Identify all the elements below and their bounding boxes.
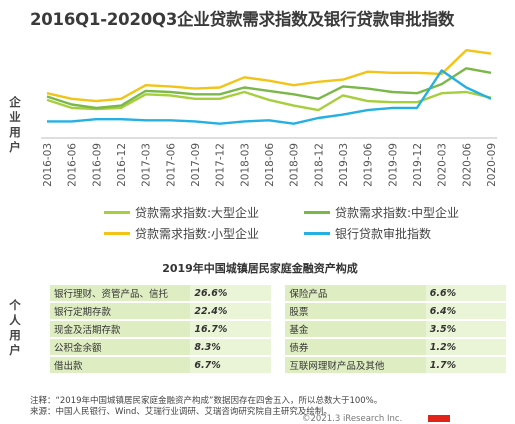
asset-label: 现金及活期存款 — [50, 321, 191, 337]
notes: 注释：“2019年中国城镇居民家庭金融资产构成”数据因存在四舍五入，所以总数大于… — [30, 396, 510, 418]
x-tick-label: 2016-12 — [116, 143, 128, 187]
asset-value: 1.2% — [425, 339, 506, 355]
series-line-3 — [47, 69, 492, 125]
legend-item-bank: 银行贷款审批指数 — [304, 225, 431, 242]
legend-swatch — [104, 232, 130, 235]
legend-swatch — [304, 211, 330, 214]
asset-label: 银行定期存款 — [50, 303, 191, 319]
table-row: 银行理财、资管产品、信托 26.6% 保险产品 6.6% — [50, 285, 506, 301]
asset-value: 26.6% — [190, 285, 271, 301]
legend-swatch — [304, 232, 330, 235]
asset-value: 6.6% — [425, 285, 506, 301]
asset-label: 借出款 — [50, 357, 191, 373]
x-tick-label: 2019-09 — [387, 143, 399, 187]
x-tick-label: 2018-06 — [264, 143, 276, 187]
x-tick-label: 2020-06 — [461, 143, 473, 187]
asset-label: 银行理财、资管产品、信托 — [50, 285, 191, 301]
side-label-personal: 个人用户 — [9, 298, 21, 357]
asset-value: 16.7% — [190, 321, 271, 337]
cell-gap — [271, 285, 286, 301]
cell-gap — [271, 321, 286, 337]
note-text: 注释：“2019年中国城镇居民家庭金融资产构成”数据因存在四舍五入，所以总数大于… — [30, 396, 383, 406]
x-tick-label: 2020-03 — [437, 143, 449, 187]
series-line-0 — [46, 90, 492, 112]
side-label-enterprise: 企业用户 — [9, 95, 21, 154]
x-tick-label: 2017-06 — [165, 143, 177, 187]
asset-value: 6.4% — [425, 303, 506, 319]
asset-value: 3.5% — [425, 321, 506, 337]
x-tick-label: 2016-09 — [91, 143, 103, 187]
asset-label: 保险产品 — [285, 285, 426, 301]
table-row: 银行定期存款 22.4% 股票 6.4% — [50, 303, 506, 319]
asset-label: 债券 — [285, 339, 426, 355]
cell-gap — [271, 303, 286, 319]
x-tick-label: 2019-12 — [412, 143, 424, 187]
assets-table: 银行理财、资管产品、信托 26.6% 保险产品 6.6% 银行定期存款 22.4% 股票 6.… — [50, 283, 506, 375]
table-row: 现金及活期存款 16.7% 基金 3.5% — [50, 321, 506, 337]
line-chart: 2016-03 2016-06 2016-09 2016-12 2017-03 2017-… — [41, 49, 498, 187]
x-tick-label: 2017-09 — [190, 143, 202, 187]
brand-logo — [428, 415, 450, 422]
asset-value: 8.3% — [190, 339, 271, 355]
cell-gap — [271, 339, 286, 355]
legend-label: 贷款需求指数:大型企业 — [135, 206, 260, 220]
x-tick-label: 2016-03 — [42, 143, 54, 187]
table-row: 借出款 6.7% 互联网理财产品及其他 1.7% — [50, 357, 506, 373]
x-tick-label: 2018-12 — [313, 143, 325, 187]
legend-swatch — [104, 211, 130, 214]
legend-label: 贷款需求指数:中型企业 — [335, 206, 460, 220]
series-line-1 — [46, 67, 492, 110]
cell-gap — [271, 357, 286, 373]
x-tick-label: 2018-09 — [289, 143, 301, 187]
x-tick-label: 2019-06 — [363, 143, 375, 187]
asset-label: 基金 — [285, 321, 426, 337]
x-tick-label: 2017-12 — [215, 143, 227, 187]
asset-value: 6.7% — [190, 357, 271, 373]
x-tick-label: 2017-03 — [141, 143, 153, 187]
legend-label: 贷款需求指数:小型企业 — [135, 227, 260, 241]
asset-label: 股票 — [285, 303, 426, 319]
asset-label: 公积金余额 — [50, 339, 191, 355]
series-line-2 — [46, 49, 492, 103]
x-tick-label: 2016-06 — [67, 143, 79, 187]
legend-item-small: 贷款需求指数:小型企业 — [104, 225, 259, 242]
x-tick-label: 2019-03 — [338, 143, 350, 187]
assets-table-title: 2019年中国城镇居民家庭金融资产构成 — [162, 262, 358, 275]
asset-label: 互联网理财产品及其他 — [285, 357, 426, 373]
legend-item-large: 贷款需求指数:大型企业 — [104, 204, 259, 221]
legend-label: 银行贷款审批指数 — [335, 227, 432, 241]
x-tick-label: 2018-03 — [239, 143, 251, 187]
brand-text: ©2021.3 iResearch Inc. — [302, 414, 403, 424]
asset-value: 22.4% — [190, 303, 271, 319]
source-text: 来源：中国人民银行、Wind、艾瑞行业调研、艾瑞咨询研究院自主研究及绘制。 — [30, 407, 332, 417]
table-row: 公积金余额 8.3% 债券 1.2% — [50, 339, 506, 355]
legend-item-medium: 贷款需求指数:中型企业 — [304, 204, 459, 221]
x-tick-label: 2020-09 — [486, 143, 498, 187]
chart-title: 2016Q1-2020Q3企业贷款需求指数及银行贷款审批指数 — [30, 10, 455, 29]
asset-value: 1.7% — [425, 357, 506, 373]
